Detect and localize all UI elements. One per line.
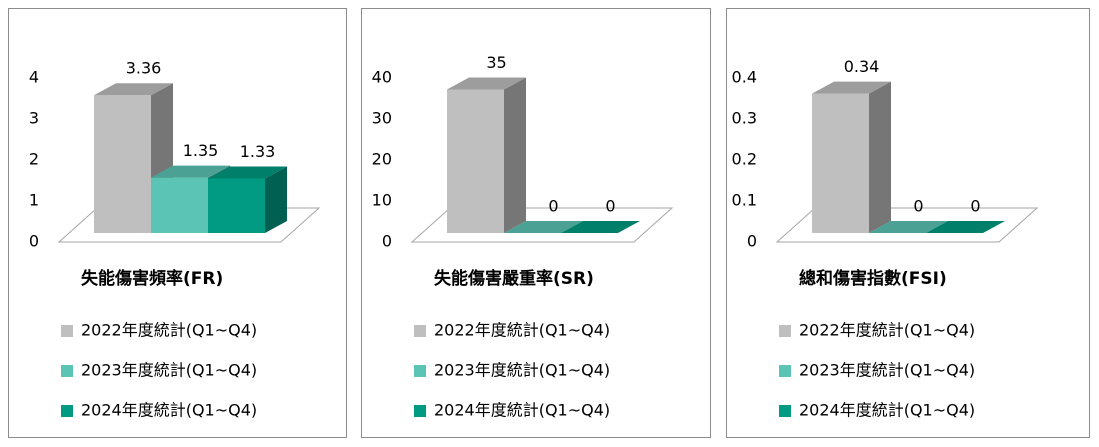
chart-title: 失能傷害頻率(FR): [81, 268, 223, 289]
legend-label: 2023年度統計(Q1~Q4): [434, 361, 610, 380]
chart: 0 10 20 30 40 35 2022年度統計(Q1~Q4) 0 2023年度統計(Q1~Q…: [372, 53, 674, 420]
bar-top: [504, 221, 583, 233]
chart-panel: 0 1 2 3 4 3.36 2022年度統計(Q1~Q4) 1.35 2023年度統計(Q1~…: [8, 8, 347, 438]
y-tick-label: 40: [372, 68, 392, 87]
chart-title: 失能傷害嚴重率(SR): [434, 268, 594, 289]
bar-front: [208, 178, 265, 233]
legend-label: 2022年度統計(Q1~Q4): [434, 321, 610, 340]
chart: 0 0.1 0.2 0.3 0.4 0.34 2022年度統計(Q1~Q4) 0 2023年度統…: [732, 57, 1039, 420]
y-tick-label: 0: [747, 232, 757, 251]
legend-label: 2024年度統計(Q1~Q4): [799, 401, 975, 420]
y-tick-label: 1: [29, 191, 39, 210]
bar-side: [504, 77, 526, 233]
data-label: 1.35: [183, 141, 219, 160]
data-label: 1.33: [240, 142, 276, 161]
bar-top: [447, 77, 526, 90]
data-label: 0: [605, 197, 615, 216]
chart: 0 1 2 3 4 3.36 2022年度統計(Q1~Q4) 1.35 2023年度統計(Q1~…: [29, 59, 321, 420]
y-tick-label: 20: [372, 150, 392, 169]
legend-swatch: [61, 365, 73, 377]
y-tick-label: 0.4: [732, 68, 757, 87]
legend-label: 2022年度統計(Q1~Q4): [81, 321, 257, 340]
bar: [208, 166, 287, 233]
bar-top: [926, 221, 1005, 233]
chart-panel: 0 10 20 30 40 35 2022年度統計(Q1~Q4) 0 2023年度統計(Q1~Q…: [361, 8, 711, 438]
bar: [869, 221, 948, 233]
data-label: 0: [548, 197, 558, 216]
legend-swatch: [414, 405, 426, 417]
bar: [812, 81, 891, 233]
data-label: 3.36: [126, 59, 162, 78]
bar-front: [447, 89, 504, 233]
bar-front: [812, 93, 869, 233]
data-label: 35: [486, 53, 506, 72]
legend-swatch: [414, 365, 426, 377]
legend-label: 2023年度統計(Q1~Q4): [799, 361, 975, 380]
y-tick-label: 0: [29, 232, 39, 251]
data-label: 0: [970, 197, 980, 216]
legend-label: 2024年度統計(Q1~Q4): [434, 401, 610, 420]
y-tick-label: 4: [29, 68, 39, 87]
data-label: 0: [913, 197, 923, 216]
bar-top: [208, 166, 287, 179]
bar-top: [869, 221, 948, 233]
legend-label: 2024年度統計(Q1~Q4): [81, 401, 257, 420]
bar-top: [561, 221, 640, 233]
bar-top: [94, 83, 173, 96]
bar: [447, 77, 526, 233]
y-tick-label: 3: [29, 109, 39, 128]
bar-top: [151, 165, 230, 178]
y-tick-label: 0.1: [732, 191, 757, 210]
y-tick-label: 2: [29, 150, 39, 169]
legend-swatch: [779, 365, 791, 377]
y-tick-label: 0.3: [732, 109, 757, 128]
legend-swatch: [779, 325, 791, 337]
y-tick-label: 0.2: [732, 150, 757, 169]
bar: [561, 221, 640, 233]
bar: [504, 221, 583, 233]
chart-panel: 0 0.1 0.2 0.3 0.4 0.34 2022年度統計(Q1~Q4) 0 2023年度統…: [726, 8, 1090, 438]
y-tick-label: 0: [382, 232, 392, 251]
legend-swatch: [414, 325, 426, 337]
chart-title: 總和傷害指數(FSI): [799, 268, 947, 289]
legend-label: 2023年度統計(Q1~Q4): [81, 361, 257, 380]
bar-front: [151, 177, 208, 233]
legend-swatch: [61, 405, 73, 417]
legend-label: 2022年度統計(Q1~Q4): [799, 321, 975, 340]
bar-side: [869, 81, 891, 233]
y-tick-label: 30: [372, 109, 392, 128]
y-tick-label: 10: [372, 191, 392, 210]
legend-swatch: [779, 405, 791, 417]
bar-front: [94, 95, 151, 234]
bar: [926, 221, 1005, 233]
bar-top: [812, 81, 891, 94]
legend-swatch: [61, 325, 73, 337]
data-label: 0.34: [844, 57, 880, 76]
bar-side: [265, 166, 287, 233]
